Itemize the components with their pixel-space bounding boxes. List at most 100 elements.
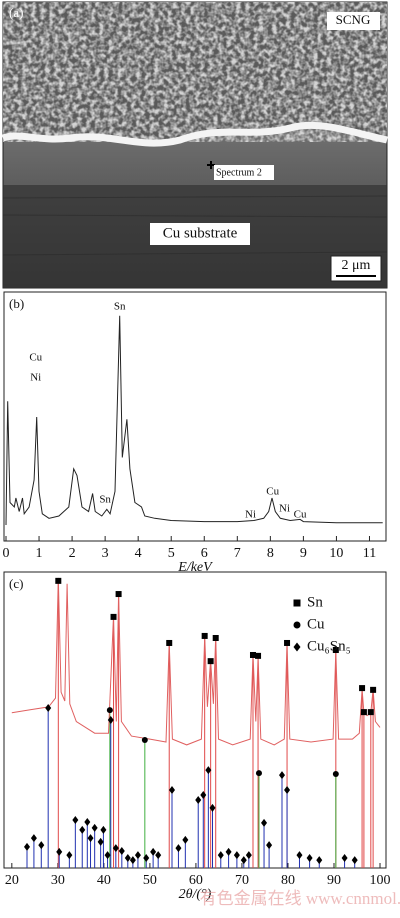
marker [91, 823, 98, 832]
annotation: Spectrum 2 [216, 167, 262, 178]
marker [360, 709, 367, 716]
marker [284, 639, 291, 646]
marker [166, 639, 173, 646]
x-tick-label: 70 [235, 873, 249, 888]
marker [129, 856, 136, 865]
x-tick-label: 40 [97, 873, 111, 888]
legend-label: Cu [307, 616, 325, 632]
plot-frame [3, 291, 387, 542]
marker [182, 835, 189, 844]
marker [150, 847, 157, 856]
marker [332, 770, 339, 777]
peak-label: Ni [279, 503, 290, 515]
peak-label: Cu [294, 509, 307, 521]
peak-label: Cu [266, 486, 279, 498]
marker [233, 851, 240, 860]
marker [97, 837, 104, 846]
x-tick-label: 4 [135, 546, 142, 561]
marker [359, 685, 366, 692]
marker [225, 847, 232, 856]
marker [341, 854, 348, 863]
marker [278, 771, 285, 780]
marker [56, 847, 63, 856]
marker [106, 707, 113, 714]
marker [104, 851, 111, 860]
marker [261, 818, 268, 827]
legend-marker [293, 599, 301, 607]
peak-label: Sn [99, 494, 111, 506]
x-tick-label: 20 [5, 873, 19, 888]
spectrum-line [5, 315, 383, 526]
x-tick-label: 2 [69, 546, 76, 561]
x-tick-label: 3 [102, 546, 109, 561]
marker [84, 817, 91, 826]
marker [100, 825, 107, 834]
crosshair [207, 161, 215, 169]
marker [141, 736, 148, 743]
marker [212, 634, 219, 641]
marker [266, 841, 273, 850]
marker [107, 716, 114, 725]
marker [134, 851, 141, 860]
x-tick-label: 60 [189, 873, 203, 888]
scale-bar-label: 2 μm [342, 258, 371, 273]
marker [367, 709, 374, 716]
marker [175, 844, 182, 853]
marker [30, 834, 37, 843]
marker [55, 577, 62, 584]
marker [217, 851, 224, 860]
marker [332, 647, 339, 654]
marker [240, 856, 247, 865]
marker [168, 786, 175, 795]
x-tick-label: 10 [329, 546, 343, 561]
xrd-pattern [11, 577, 381, 746]
x-tick-label: 0 [3, 546, 10, 561]
x-tick-label: 90 [327, 873, 341, 888]
annotation: Cu substrate [163, 225, 238, 241]
marker [79, 825, 86, 834]
peak-label: Ni [245, 509, 256, 521]
marker [370, 686, 377, 693]
x-tick-label: 8 [267, 546, 274, 561]
marker [24, 842, 31, 851]
x-tick-label: 7 [234, 546, 241, 561]
marker [45, 704, 52, 713]
x-axis-label: E/keV [177, 560, 213, 575]
marker [201, 632, 208, 639]
marker [316, 856, 323, 865]
legend-label: Sn [307, 594, 323, 610]
marker [249, 651, 256, 658]
marker [306, 854, 313, 863]
label-box [150, 223, 250, 245]
x-tick-label: 50 [143, 873, 157, 888]
marker [255, 770, 262, 777]
x-tick-label: 30 [51, 873, 65, 888]
label-box [327, 12, 380, 30]
x-tick-label: 1 [36, 546, 43, 561]
watermark: 有色金属在线 www.cnnmol.com [200, 889, 400, 908]
marker [38, 841, 45, 850]
x-tick-label: 6 [201, 546, 208, 561]
marker [115, 591, 122, 598]
marker [296, 851, 303, 860]
peak-label: Sn [114, 301, 126, 313]
peak-label: Cu [29, 352, 42, 364]
legend-marker [293, 621, 301, 629]
plot-frame [3, 571, 387, 869]
marker [110, 613, 117, 620]
marker [255, 652, 262, 659]
x-tick-label: 9 [300, 546, 307, 561]
marker [209, 803, 216, 812]
x-tick-label: 5 [168, 546, 175, 561]
x-tick-label: 80 [281, 873, 295, 888]
legend-marker [293, 642, 301, 652]
marker [351, 856, 358, 865]
label-box [214, 165, 274, 180]
marker [200, 791, 207, 800]
marker [72, 815, 79, 824]
marker [195, 796, 202, 805]
sem-image [1, 1, 388, 289]
legend-label: Cu₆Sn₅ [307, 638, 351, 654]
peak-label: Ni [30, 372, 41, 384]
